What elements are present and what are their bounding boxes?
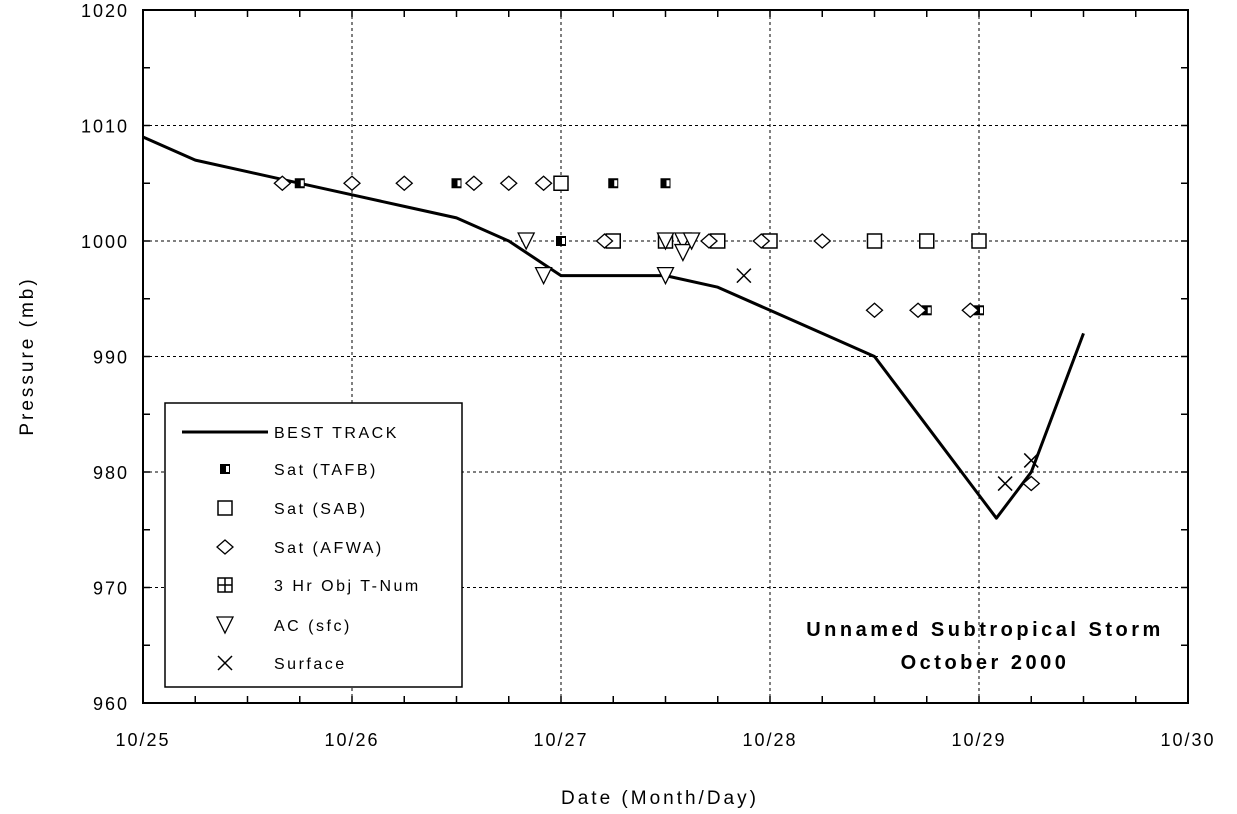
point-ac-sfc	[682, 232, 701, 251]
legend-box	[164, 402, 463, 688]
point-surface	[1023, 452, 1039, 468]
grid-lines	[143, 10, 1188, 703]
legend-label: Sat (AFWA)	[274, 540, 384, 557]
x-axis-title: Date (Month/Day)	[561, 788, 759, 809]
point-sat-tafb	[556, 236, 566, 246]
y-tick-label: 980	[93, 463, 129, 483]
point-surface	[736, 268, 752, 284]
point-sat-sab	[971, 233, 987, 249]
x-tick-label: 10/25	[115, 730, 170, 750]
point-sat-afwa	[395, 175, 414, 192]
legend-swatch-half-square	[220, 464, 230, 474]
point-sat-sab	[866, 233, 883, 249]
legend-swatch-x	[217, 655, 233, 671]
point-ac-sfc	[656, 266, 675, 286]
legend-swatch-diamond	[216, 539, 234, 555]
point-sat-afwa	[909, 302, 928, 319]
x-tick-labels: 10/25 10/26 10/27 10/28 10/29 10/30	[115, 730, 1215, 750]
y-tick-label: 990	[93, 348, 129, 368]
point-sat-tafb	[294, 178, 305, 189]
legend-swatch-square-cross	[217, 577, 233, 593]
point-ac-sfc	[534, 266, 553, 286]
y-axis-title: Pressure (mb)	[17, 276, 38, 435]
point-ac-sfc	[656, 232, 675, 251]
y-tick-label: 1020	[81, 1, 129, 21]
x-tick-label: 10/28	[742, 730, 797, 750]
series-layer	[142, 135, 1085, 520]
point-sat-afwa	[343, 175, 361, 192]
legend-label: Sat (SAB)	[274, 501, 368, 518]
legend: BEST TRACK Sat (TAFB) Sat (SAB) Sat (AFWA) 3…	[164, 402, 463, 688]
legend-label: BEST TRACK	[274, 425, 399, 442]
point-sat-sab	[553, 175, 569, 191]
y-tick-label: 960	[93, 694, 129, 714]
x-tick-label: 10/29	[951, 730, 1006, 750]
legend-label: 3 Hr Obj T-Num	[274, 578, 421, 595]
point-sat-afwa	[700, 233, 719, 249]
annotation-line-1: Unnamed Subtropical Storm	[806, 619, 1164, 641]
point-sat-sab	[919, 233, 935, 249]
legend-label: AC (sfc)	[274, 618, 352, 635]
y-tick-labels: 960 970 980 990 1000 1010 1020	[81, 1, 129, 714]
point-sat-afwa	[813, 233, 832, 249]
point-surface	[997, 476, 1013, 492]
point-sat-afwa	[499, 175, 518, 192]
point-ac-sfc	[673, 243, 692, 263]
y-tick-label: 970	[93, 579, 129, 599]
point-sat-afwa	[961, 302, 980, 319]
point-ac-sfc	[517, 232, 536, 251]
legend-swatch-square	[217, 500, 233, 516]
x-tick-label: 10/30	[1160, 730, 1215, 750]
x-tick-label: 10/27	[533, 730, 588, 750]
point-sat-afwa	[1022, 475, 1041, 492]
legend-label: Surface	[274, 656, 347, 673]
point-sat-afwa	[595, 233, 614, 249]
point-sat-afwa	[534, 175, 553, 192]
point-sat-tafb	[660, 178, 671, 189]
tick-marks	[142, 9, 1189, 704]
point-sat-tafb	[608, 178, 619, 189]
x-tick-label: 10/26	[324, 730, 379, 750]
y-tick-label: 1000	[81, 232, 129, 252]
point-sat-afwa	[464, 175, 483, 192]
series-line-best-track	[142, 135, 1085, 520]
y-tick-label: 1010	[81, 117, 129, 137]
point-sat-afwa	[273, 175, 292, 192]
point-sat-afwa	[752, 233, 771, 249]
legend-swatch-triangle-down	[215, 616, 235, 635]
point-sat-afwa	[865, 302, 884, 319]
legend-label: Sat (TAFB)	[274, 462, 378, 479]
point-sat-tafb	[451, 178, 462, 189]
annotation-line-2: October 2000	[901, 652, 1070, 674]
